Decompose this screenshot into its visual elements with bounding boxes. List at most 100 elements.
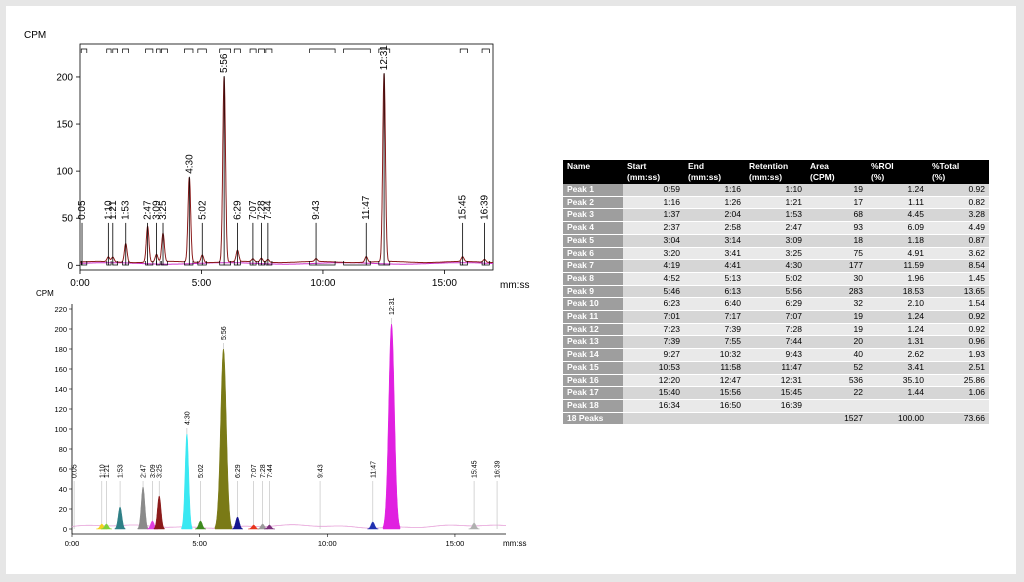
table-row: 18 Peaks 1527 100.00 73.66 bbox=[563, 412, 989, 426]
column-header: Area (CPM) bbox=[806, 160, 867, 184]
table-cell: 12:31 bbox=[745, 374, 806, 388]
table-row: Peak 17 15:40 15:56 15:45 22 1.44 1.06 bbox=[563, 386, 989, 400]
peak-label: 3:09 bbox=[150, 464, 157, 478]
peak-area bbox=[248, 524, 260, 530]
peak-area bbox=[137, 486, 149, 530]
table-cell: 25.86 bbox=[928, 374, 989, 388]
peak-label: 2:47 bbox=[141, 464, 148, 478]
region-bracket-top bbox=[459, 48, 468, 53]
table-cell bbox=[928, 399, 989, 413]
region-bracket-top bbox=[112, 48, 119, 53]
x-tick-label: 10:00 bbox=[310, 278, 335, 289]
row-name-cell: Peak 4 bbox=[563, 221, 623, 235]
table-cell: 3:20 bbox=[623, 247, 684, 261]
peak-label: 3:25 bbox=[157, 464, 164, 478]
table-row: Peak 12 7:23 7:39 7:28 19 1.24 0.92 bbox=[563, 323, 989, 337]
table-cell: 16:39 bbox=[745, 399, 806, 413]
table-cell: 40 bbox=[806, 348, 867, 362]
table-cell: 19 bbox=[806, 184, 867, 197]
peak-label: 1:10 bbox=[99, 464, 106, 478]
baseline-series bbox=[80, 262, 493, 265]
table-cell: 6:40 bbox=[684, 297, 745, 312]
y-tick-label: 180 bbox=[54, 345, 67, 354]
column-header: End (mm:ss) bbox=[684, 160, 745, 184]
table-cell: 13.65 bbox=[928, 285, 989, 299]
y-tick-label: 200 bbox=[54, 325, 67, 334]
table-cell: 7:44 bbox=[745, 335, 806, 350]
peak-label: 0:05 bbox=[72, 464, 79, 478]
region-bracket-top bbox=[122, 48, 129, 53]
table-cell: 30 bbox=[806, 272, 867, 286]
peak-label: 4:30 bbox=[184, 154, 195, 174]
peak-table-header: Name Start (mm:ss) End (mm:ss) Retention (m… bbox=[563, 160, 989, 184]
table-cell: 22 bbox=[806, 386, 867, 400]
peak-label: 3:25 bbox=[158, 200, 169, 220]
region-bracket-bottom bbox=[343, 261, 371, 266]
table-cell: 12:47 bbox=[684, 374, 745, 388]
row-name-cell: Peak 15 bbox=[563, 361, 623, 375]
row-name-cell: Peak 6 bbox=[563, 247, 623, 261]
peak-label: 1:10 bbox=[103, 200, 114, 220]
table-row: Peak 16 12:20 12:47 12:31 536 35.10 25.86 bbox=[563, 374, 989, 388]
trace-series bbox=[80, 73, 493, 264]
table-cell: 16:34 bbox=[623, 399, 684, 413]
region-bracket-top bbox=[249, 48, 257, 53]
region-bracket-top bbox=[265, 48, 273, 53]
table-cell: 1.24 bbox=[867, 310, 928, 324]
y-tick-label: 220 bbox=[54, 305, 67, 314]
region-bracket-bottom bbox=[197, 261, 207, 266]
region-bracket-bottom bbox=[249, 261, 257, 266]
y-tick-label: 160 bbox=[54, 365, 67, 374]
table-cell: 12:20 bbox=[623, 374, 684, 388]
table-cell: 0.82 bbox=[928, 196, 989, 210]
peak-label: 1:53 bbox=[121, 200, 132, 220]
table-cell: 177 bbox=[806, 259, 867, 273]
peak-table: Name Start (mm:ss) End (mm:ss) Retention (m… bbox=[563, 160, 989, 426]
region-bracket-bottom bbox=[219, 261, 231, 266]
row-name-cell: Peak 5 bbox=[563, 234, 623, 248]
peak-label: 6:29 bbox=[232, 200, 243, 220]
region-bracket-top bbox=[145, 48, 154, 53]
table-cell: 20 bbox=[806, 335, 867, 350]
figure-canvas: CPM mm:ss 0 50 100 150 200 0:00 5:00 10:00 15:00 0:… bbox=[6, 6, 1016, 574]
y-tick-label: 200 bbox=[56, 72, 73, 83]
table-cell bbox=[806, 399, 867, 413]
region-bracket-bottom bbox=[265, 261, 273, 266]
table-cell: 11.59 bbox=[867, 259, 928, 273]
table-row: Peak 5 3:04 3:14 3:09 18 1.18 0.87 bbox=[563, 234, 989, 248]
table-cell: 100.00 bbox=[867, 412, 928, 426]
x-tick-label: 0:00 bbox=[65, 539, 80, 548]
table-cell: 73.66 bbox=[928, 412, 989, 426]
table-cell: 536 bbox=[806, 374, 867, 388]
row-name-cell: Peak 14 bbox=[563, 348, 623, 362]
table-cell: 2:04 bbox=[684, 208, 745, 223]
peak-label: 3:09 bbox=[152, 200, 163, 220]
table-cell: 8.54 bbox=[928, 259, 989, 273]
table-cell: 3.28 bbox=[928, 208, 989, 223]
table-cell: 1:16 bbox=[684, 184, 745, 197]
table-cell: 4:52 bbox=[623, 272, 684, 286]
table-cell: 9:27 bbox=[623, 348, 684, 362]
region-bracket-top bbox=[106, 48, 112, 53]
x-tick-label: 10:00 bbox=[318, 539, 337, 548]
peak-area bbox=[181, 433, 193, 530]
table-cell bbox=[684, 412, 745, 426]
table-cell: 0.96 bbox=[928, 335, 989, 350]
y-tick-label: 0 bbox=[63, 525, 67, 534]
row-name-cell: Peak 11 bbox=[563, 310, 623, 324]
y-tick-label: 0 bbox=[67, 261, 73, 272]
table-cell: 15:45 bbox=[745, 386, 806, 400]
region-bracket-top bbox=[481, 48, 490, 53]
peak-label: 0:05 bbox=[77, 200, 88, 220]
peak-label: 5:02 bbox=[197, 200, 208, 220]
table-cell: 2:47 bbox=[745, 221, 806, 235]
row-name-cell: Peak 18 bbox=[563, 399, 623, 413]
table-cell: 1.24 bbox=[867, 323, 928, 337]
region-bracket-bottom bbox=[184, 261, 194, 266]
peak-label: 5:02 bbox=[198, 464, 205, 478]
plot-area-frame bbox=[79, 43, 494, 271]
table-cell: 2.51 bbox=[928, 361, 989, 375]
region-bracket-top bbox=[161, 48, 168, 53]
x-axis-label: mm:ss bbox=[500, 280, 529, 291]
row-name-cell: Peak 8 bbox=[563, 272, 623, 286]
